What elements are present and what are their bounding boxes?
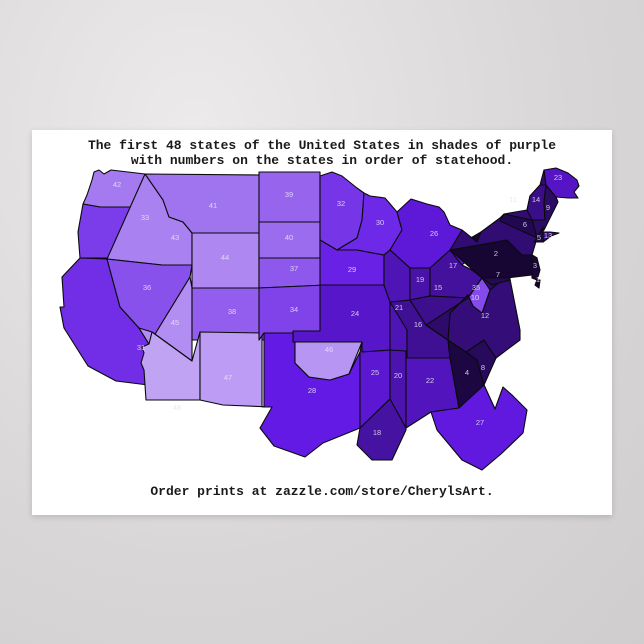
svg-text:20: 20 — [394, 371, 402, 380]
svg-text:45: 45 — [171, 318, 179, 327]
svg-text:42: 42 — [113, 180, 121, 189]
svg-text:27: 27 — [476, 418, 484, 427]
svg-text:43: 43 — [171, 233, 179, 242]
svg-text:47: 47 — [224, 373, 232, 382]
svg-text:3: 3 — [533, 261, 537, 270]
svg-text:41: 41 — [209, 201, 217, 210]
svg-text:28: 28 — [308, 386, 316, 395]
svg-text:38: 38 — [228, 307, 236, 316]
svg-text:16: 16 — [414, 320, 422, 329]
svg-text:7: 7 — [496, 270, 500, 279]
svg-text:18: 18 — [373, 428, 381, 437]
svg-text:32: 32 — [337, 199, 345, 208]
svg-text:13: 13 — [544, 231, 552, 240]
svg-text:9: 9 — [546, 203, 550, 212]
svg-text:4: 4 — [465, 368, 469, 377]
svg-text:26: 26 — [430, 229, 438, 238]
svg-text:33: 33 — [141, 213, 149, 222]
svg-text:21: 21 — [395, 303, 403, 312]
svg-text:40: 40 — [285, 233, 293, 242]
svg-text:10: 10 — [471, 293, 479, 302]
svg-text:48: 48 — [173, 403, 181, 412]
svg-text:30: 30 — [376, 218, 384, 227]
svg-text:22: 22 — [426, 376, 434, 385]
svg-text:1: 1 — [536, 275, 540, 284]
svg-text:17: 17 — [449, 261, 457, 270]
svg-text:5: 5 — [537, 233, 541, 242]
svg-text:35: 35 — [472, 283, 480, 292]
svg-text:6: 6 — [523, 220, 527, 229]
svg-text:37: 37 — [290, 264, 298, 273]
svg-text:15: 15 — [434, 283, 442, 292]
svg-text:29: 29 — [348, 265, 356, 274]
svg-text:23: 23 — [554, 173, 562, 182]
svg-text:44: 44 — [221, 253, 229, 262]
svg-text:8: 8 — [481, 363, 485, 372]
svg-text:12: 12 — [481, 311, 489, 320]
svg-text:19: 19 — [416, 275, 424, 284]
svg-text:2: 2 — [494, 249, 498, 258]
svg-text:36: 36 — [143, 283, 151, 292]
svg-text:11: 11 — [509, 195, 517, 204]
svg-text:31: 31 — [137, 343, 145, 352]
svg-text:25: 25 — [371, 368, 379, 377]
svg-text:34: 34 — [290, 305, 298, 314]
svg-text:14: 14 — [532, 195, 540, 204]
svg-text:46: 46 — [325, 345, 333, 354]
svg-text:39: 39 — [285, 190, 293, 199]
svg-text:24: 24 — [351, 309, 359, 318]
